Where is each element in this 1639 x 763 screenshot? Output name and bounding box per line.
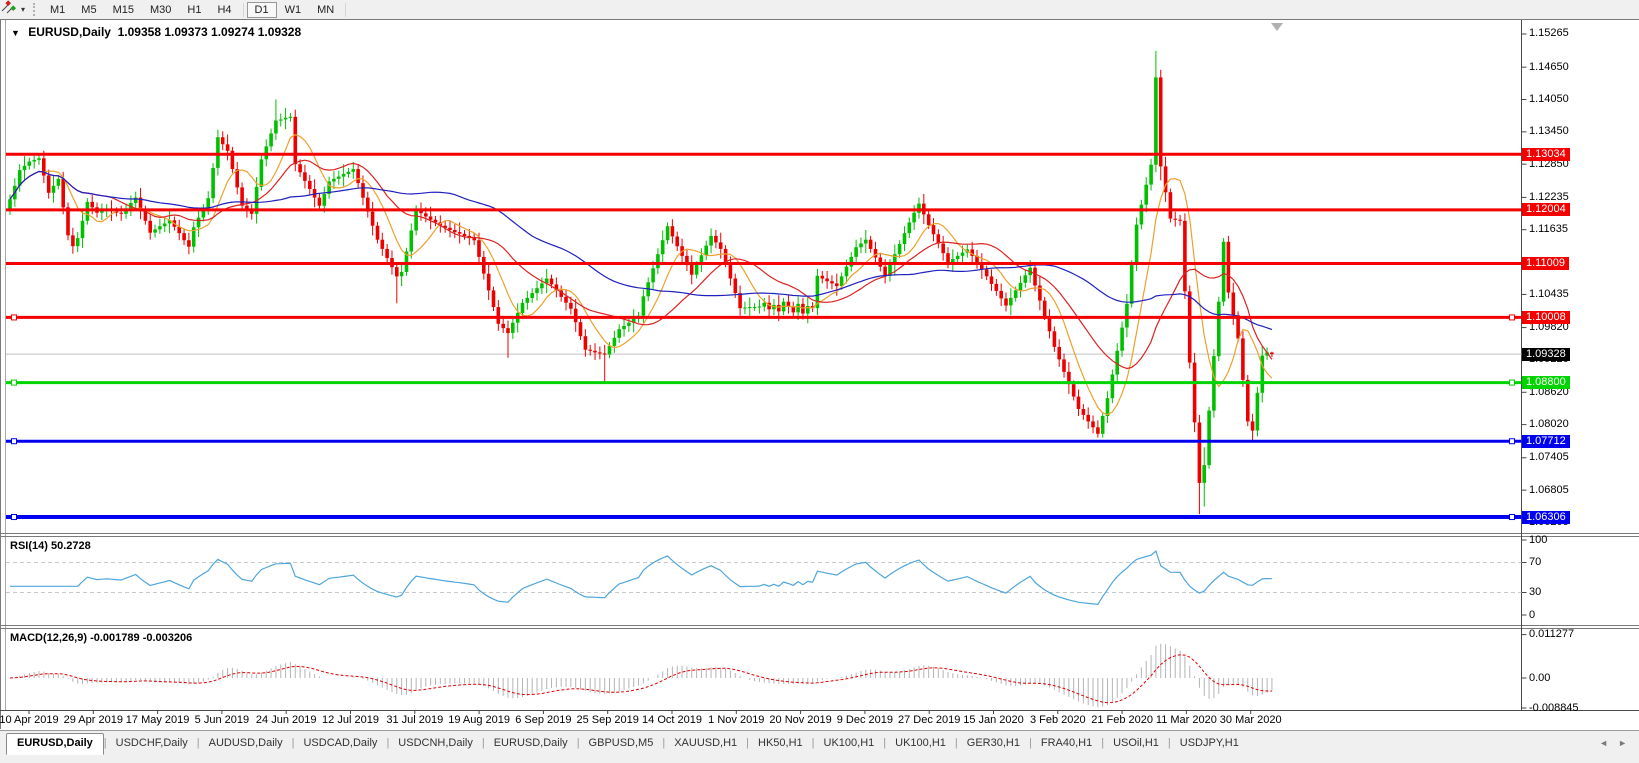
rsi-line (10, 549, 1272, 606)
tab-separator: | (196, 737, 200, 749)
ma-line-8[interactable] (9, 134, 1273, 416)
chart-tab-0-eurusd-daily[interactable]: EURUSD,Daily (6, 733, 104, 755)
chart-tabs-bar: EURUSD,Daily | USDCHF,Daily | AUDUSD,Daily | U… (0, 730, 1639, 763)
tab-separator: | (662, 737, 666, 749)
chart-tab-12-fra40-h1[interactable]: FRA40,H1 (1040, 737, 1093, 749)
hline-1.07712[interactable] (6, 438, 1522, 445)
hline-1.08800[interactable] (6, 379, 1522, 386)
chart-tab-2-audusd-daily[interactable]: AUDUSD,Daily (208, 737, 283, 749)
tab-separator: | (103, 737, 107, 749)
hline-1.06306[interactable] (6, 514, 1522, 521)
toolbar: ▾ M1 M5 M15 M30 H1 H4 D1 W1 MN (0, 0, 1639, 19)
tab-separator: | (576, 737, 580, 749)
tab-scroll-arrows: ◄ ► (1599, 734, 1633, 748)
timeframe-button-w1[interactable]: W1 (284, 3, 302, 16)
macd-histogram (14, 643, 1273, 708)
tab-separator: | (954, 737, 958, 749)
toolbar-separator (242, 2, 244, 17)
candles-series (8, 51, 1274, 515)
hline-1.10008[interactable] (6, 314, 1522, 321)
chart-tab-14-usdjpy-h1[interactable]: USDJPY,H1 (1179, 737, 1239, 749)
tab-separator: | (1167, 737, 1171, 749)
chart-tab-6-gbpusd-m5[interactable]: GBPUSD,M5 (588, 737, 654, 749)
tab-separator: | (883, 737, 887, 749)
tab-separator: | (481, 737, 485, 749)
timeframe-button-m5[interactable]: M5 (81, 3, 97, 16)
macd-signal-line (9, 654, 1272, 704)
timeframe-button-h1[interactable]: H1 (187, 3, 202, 16)
timeframe-button-mn[interactable]: MN (317, 3, 335, 16)
chart-tab-4-usdcnh-daily[interactable]: USDCNH,Daily (398, 737, 473, 749)
tab-separator: | (746, 737, 750, 749)
chart-tab-3-usdcad-daily[interactable]: USDCAD,Daily (303, 737, 378, 749)
chart-tab-10-uk100-h1[interactable]: UK100,H1 (895, 737, 946, 749)
timeframe-button-d1[interactable]: D1 (246, 1, 277, 18)
timeframe-button-m30[interactable]: M30 (149, 3, 172, 16)
tab-separator: | (811, 737, 815, 749)
toolbar-separator (345, 2, 347, 17)
tab-separator: | (1101, 737, 1105, 749)
ma-line-20[interactable] (9, 159, 1273, 370)
timeframe-button-group: M1 M5 M15 M30 H1 H4 D1 W1 MN (42, 1, 349, 18)
timeframe-button-h4[interactable]: H4 (217, 3, 232, 16)
tab-separator: | (291, 737, 295, 749)
ma-line-50[interactable] (9, 170, 1273, 331)
chart-tab-9-uk100-h1[interactable]: UK100,H1 (823, 737, 875, 749)
chart-tab-8-hk50-h1[interactable]: HK50,H1 (758, 737, 803, 749)
tab-scroll-right-icon[interactable]: ► (1618, 738, 1627, 748)
timeframe-button-m1[interactable]: M1 (50, 3, 66, 16)
timeframe-button-m15[interactable]: M15 (112, 3, 134, 16)
chart-tab-5-eurusd-daily[interactable]: EURUSD,Daily (493, 737, 568, 749)
chart-tool-icon[interactable] (1, 0, 20, 17)
chart-tab-7-xauusd-h1[interactable]: XAUUSD,H1 (674, 737, 738, 749)
chart-shift-marker-icon[interactable] (1271, 23, 1283, 31)
chart-tab-11-ger30-h1[interactable]: GER30,H1 (966, 737, 1020, 749)
tab-separator: | (386, 737, 390, 749)
toolbar-grip[interactable] (33, 3, 36, 16)
dropdown-caret-icon[interactable]: ▾ (21, 5, 26, 14)
tab-scroll-left-icon[interactable]: ◄ (1599, 738, 1609, 748)
tab-separator: | (1028, 737, 1032, 749)
chart-tab-1-usdchf-daily[interactable]: USDCHF,Daily (115, 737, 188, 749)
chart-tab-13-usoil-h1[interactable]: USOil,H1 (1113, 737, 1159, 749)
